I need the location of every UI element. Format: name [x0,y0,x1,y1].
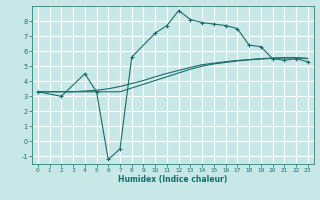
X-axis label: Humidex (Indice chaleur): Humidex (Indice chaleur) [118,175,228,184]
